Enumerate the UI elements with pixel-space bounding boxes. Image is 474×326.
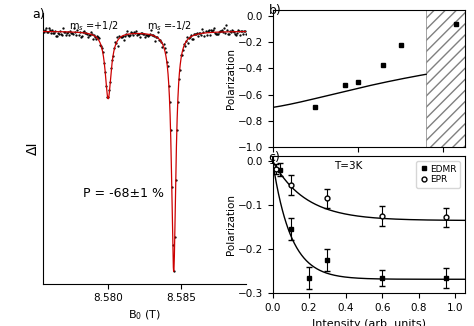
Text: m$_s$ =-1/2: m$_s$ =-1/2 (147, 19, 191, 33)
Bar (426, 10, 465, 147)
X-axis label: Intensity (arb. units): Intensity (arb. units) (311, 319, 426, 326)
Y-axis label: ΔI: ΔI (26, 141, 40, 155)
Text: a): a) (32, 7, 45, 21)
Legend: EDMR, EPR: EDMR, EPR (416, 161, 460, 188)
Text: T=3K: T=3K (334, 161, 362, 170)
Text: c): c) (269, 151, 281, 164)
X-axis label: T (K): T (K) (356, 172, 382, 182)
Text: P = -68±1 %: P = -68±1 % (83, 187, 164, 200)
Y-axis label: Polarization: Polarization (226, 194, 236, 256)
X-axis label: B$_0$ (T): B$_0$ (T) (128, 309, 161, 322)
Y-axis label: Polarization: Polarization (226, 48, 236, 109)
Text: m$_s$ =+1/2: m$_s$ =+1/2 (69, 19, 118, 33)
Text: b): b) (269, 4, 282, 17)
